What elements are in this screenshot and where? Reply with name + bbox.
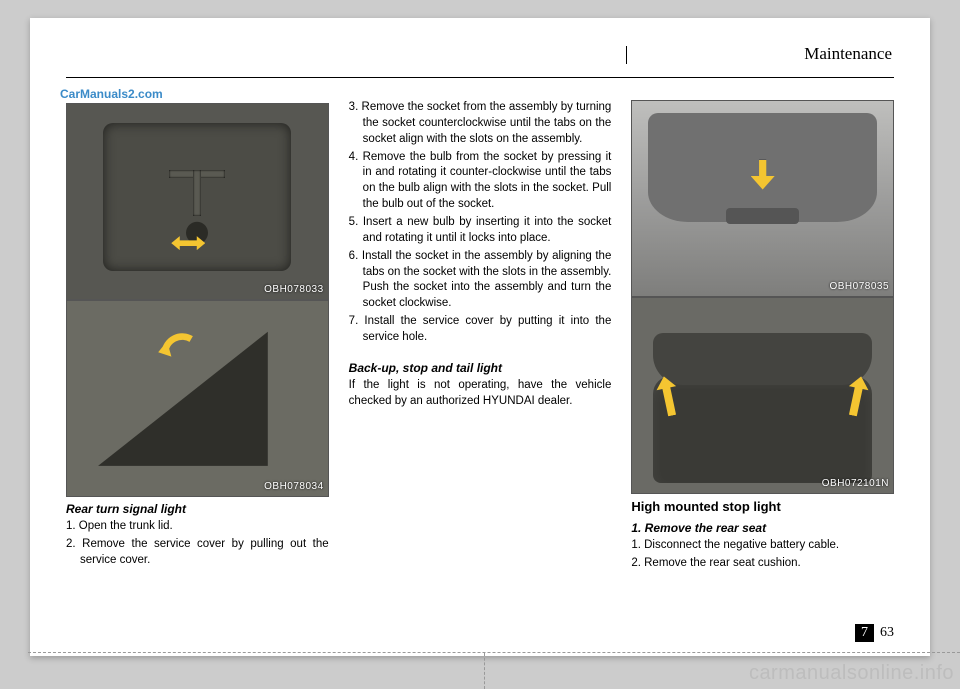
figure-code: OBH078034 xyxy=(264,480,324,494)
heading-high-mounted-stop: High mounted stop light xyxy=(631,498,894,516)
section-title: Maintenance xyxy=(804,44,892,64)
steps-list: 3. Remove the socket from the assembly b… xyxy=(349,100,612,346)
page-number: 63 xyxy=(880,625,894,641)
chapter-number: 7 xyxy=(855,624,874,642)
steps-list: 1. Disconnect the negative battery cable… xyxy=(631,538,894,572)
column-1: CarManuals2.com OBH078033 OBH078034 Rear… xyxy=(66,86,329,616)
figure-trunk-cover-knob: OBH078033 xyxy=(66,103,329,300)
watermark-top: CarManuals2.com xyxy=(60,86,329,103)
figure-code: OBH078033 xyxy=(264,283,324,297)
step-item: 4. Remove the bulb from the socket by pr… xyxy=(349,150,612,213)
subheading-backup-stop-tail: Back-up, stop and tail light xyxy=(349,360,612,377)
step-item: 2. Remove the rear seat cushion. xyxy=(631,556,894,572)
step-item: 1. Disconnect the negative battery cable… xyxy=(631,538,894,554)
subheading-rear-turn-signal: Rear turn signal light xyxy=(66,501,329,518)
content-columns: CarManuals2.com OBH078033 OBH078034 Rear… xyxy=(66,86,894,616)
crop-line-h xyxy=(28,652,960,653)
step-item: 5. Insert a new bulb by inserting it int… xyxy=(349,215,612,247)
arrow-curve-icon xyxy=(156,328,200,372)
step-item: 1. Open the trunk lid. xyxy=(66,519,329,535)
figure-code: OBH078035 xyxy=(829,280,889,294)
subheading-remove-rear-seat: 1. Remove the rear seat xyxy=(631,520,894,537)
step-item: 7. Install the service cover by putting … xyxy=(349,314,612,346)
site-watermark: carmanualsonline.info xyxy=(749,662,954,685)
column-3: OBH078035 OBH072101N High mounted stop l… xyxy=(631,86,894,616)
figure-service-cover-open: OBH078034 xyxy=(66,300,329,497)
column-2: 3. Remove the socket from the assembly b… xyxy=(349,86,612,616)
steps-list: 1. Open the trunk lid. 2. Remove the ser… xyxy=(66,519,329,569)
figure-rear-window: OBH078035 xyxy=(631,100,894,297)
step-item: 2. Remove the service cover by pulling o… xyxy=(66,537,329,569)
figure-rear-seat: OBH072101N xyxy=(631,297,894,494)
figure-code: OBH072101N xyxy=(822,477,889,491)
page-header: Maintenance xyxy=(66,46,894,78)
step-item: 6. Install the socket in the assembly by… xyxy=(349,249,612,312)
body-text: If the light is not operating, have the … xyxy=(349,378,612,410)
step-item: 3. Remove the socket from the assembly b… xyxy=(349,100,612,148)
page-footer: 7 63 xyxy=(66,624,894,642)
page: Maintenance CarManuals2.com OBH078033 xyxy=(30,18,930,656)
crop-line-v xyxy=(484,653,485,689)
header-divider xyxy=(626,46,627,64)
